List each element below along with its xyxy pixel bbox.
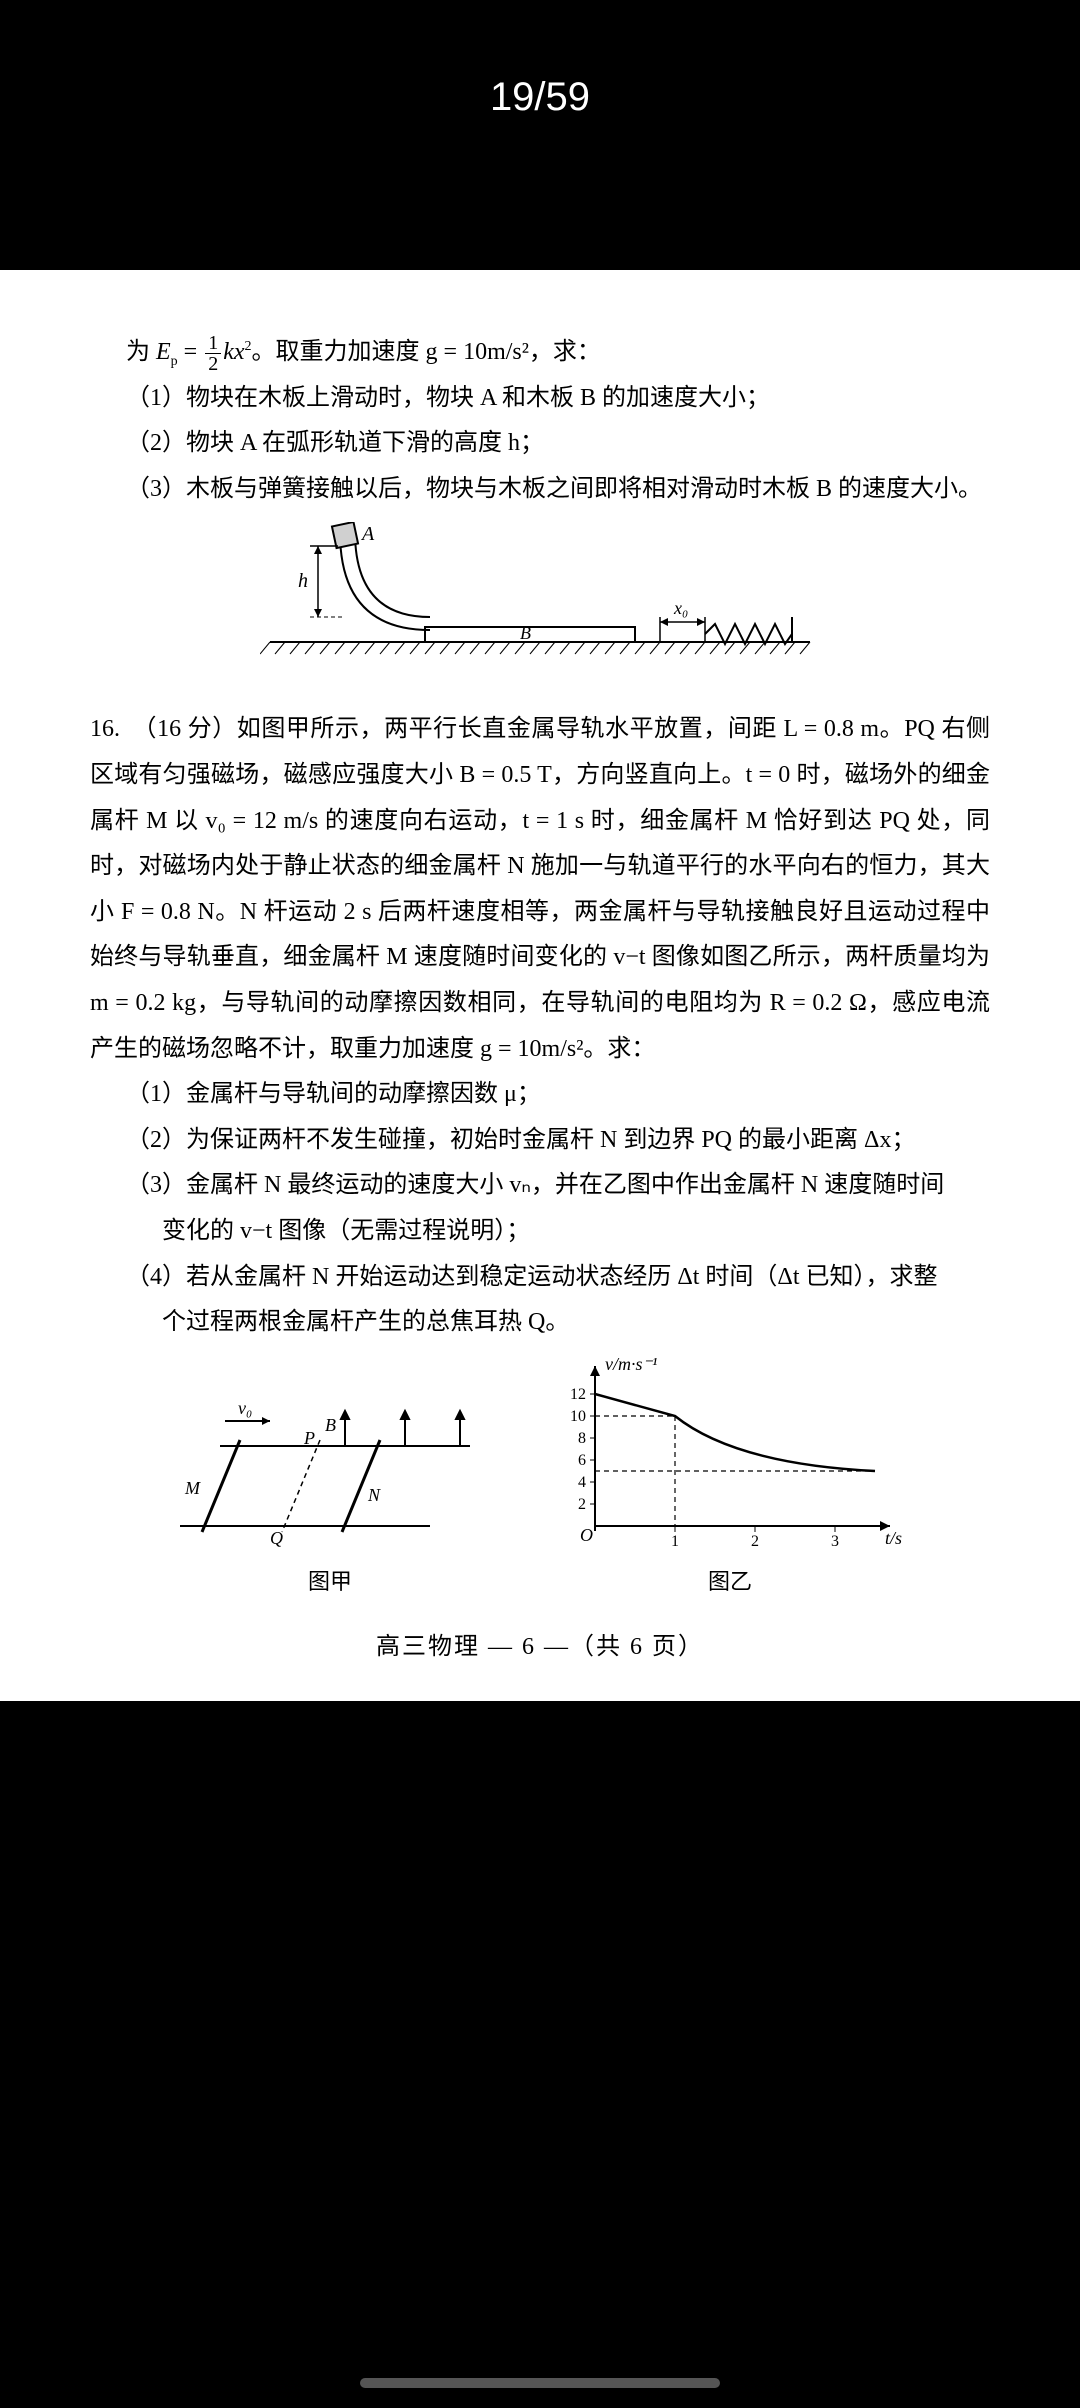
q15-tail-prefix: 为 xyxy=(126,339,156,365)
q16-left-v0: v₀ xyxy=(238,1398,252,1418)
q16-stem: 16.（16 分）如图甲所示，两平行长直金属导轨水平放置，间距 L = 0.8 … xyxy=(90,707,990,1072)
q15-tail-line: 为 Ep = 12kx2。取重力加速度 g = 10m/s²，求： xyxy=(90,330,990,376)
q16-figure-left: M v₀ P Q N B xyxy=(170,1386,490,1556)
q15-fig-label-x0: x₀ xyxy=(673,598,688,618)
q16-right-xlabel: t/s xyxy=(885,1528,902,1548)
page-footer: 高三物理 — 6 —（共 6 页） xyxy=(90,1626,990,1661)
svg-text:4: 4 xyxy=(578,1474,586,1491)
q15-kx: kx xyxy=(223,339,244,365)
svg-text:2: 2 xyxy=(578,1496,586,1513)
page-counter: 19/59 xyxy=(0,60,1080,160)
svg-text:1: 1 xyxy=(671,1533,679,1550)
q15-sup: 2 xyxy=(245,339,252,354)
q16-right-O: O xyxy=(580,1525,593,1545)
q16-left-Q: Q xyxy=(270,1528,283,1548)
q16-left-B: B xyxy=(325,1415,336,1435)
q16-p4a: （4）若从金属杆 N 开始运动达到稳定运动状态经历 Δt 时间（Δt 已知），求… xyxy=(90,1255,990,1301)
q16-left-N: N xyxy=(367,1485,381,1505)
q16-left-M: M xyxy=(184,1478,201,1498)
q16-p1: （1）金属杆与导轨间的动摩擦因数 μ； xyxy=(90,1072,990,1118)
q16-p4b: 个过程两根金属杆产生的总焦耳热 Q。 xyxy=(90,1300,990,1346)
q16-lead: （16 分）如图甲所示，两平行长直金属导轨水平放置，间距 L = 0.8 m。P… xyxy=(90,716,990,1061)
q15-fig-label-h: h xyxy=(298,570,308,592)
q16-left-P: P xyxy=(303,1428,315,1448)
q16-p3b: 变化的 v−t 图像（无需过程说明）； xyxy=(90,1209,990,1255)
q16-figures: M v₀ P Q N B 图甲 xyxy=(90,1356,990,1596)
q15-eq: = xyxy=(178,339,204,365)
q16-number: 16. xyxy=(90,707,132,753)
q15-ep-sub: p xyxy=(171,354,178,369)
q15-p2: （2）物块 A 在弧形轨道下滑的高度 h； xyxy=(90,421,990,467)
document-page: 为 Ep = 12kx2。取重力加速度 g = 10m/s²，求： （1）物块在… xyxy=(0,270,1080,1701)
svg-text:3: 3 xyxy=(831,1533,839,1550)
svg-text:10: 10 xyxy=(570,1408,586,1425)
q16-p2: （2）为保证两杆不发生碰撞，初始时金属杆 N 到边界 PQ 的最小距离 Δx； xyxy=(90,1118,990,1164)
q16-left-caption: 图甲 xyxy=(308,1564,352,1596)
q15-fig-label-B: B xyxy=(520,623,531,643)
svg-text:8: 8 xyxy=(578,1430,586,1447)
q16-p3a: （3）金属杆 N 最终运动的速度大小 vₙ，并在乙图中作出金属杆 N 速度随时间 xyxy=(90,1163,990,1209)
q15-ep-E: E xyxy=(156,339,171,365)
q16-right-ylabel: v/m·s⁻¹ xyxy=(605,1356,657,1374)
q16-figure-right: O v/m·s⁻¹ t/s 2 4 6 8 10 12 1 2 3 xyxy=(550,1356,910,1556)
q15-figure: A h B x₀ xyxy=(90,522,990,677)
svg-text:2: 2 xyxy=(751,1533,759,1550)
q16-right-caption: 图乙 xyxy=(708,1564,752,1596)
q15-frac-den: 2 xyxy=(205,354,221,374)
svg-text:6: 6 xyxy=(578,1452,586,1469)
q15-p1: （1）物块在木板上滑动时，物块 A 和木板 B 的加速度大小； xyxy=(90,376,990,422)
status-bar xyxy=(0,0,1080,60)
svg-text:12: 12 xyxy=(570,1386,586,1403)
q15-fig-label-A: A xyxy=(360,523,375,545)
home-indicator[interactable] xyxy=(360,2378,720,2388)
q15-frac: 12 xyxy=(205,333,221,374)
q15-figure-svg: A h B x₀ xyxy=(260,522,820,672)
q15-frac-num: 1 xyxy=(205,333,221,354)
q15-after: 。取重力加速度 g = 10m/s²，求： xyxy=(252,339,601,365)
q15-p3: （3）木板与弹簧接触以后，物块与木板之间即将相对滑动时木板 B 的速度大小。 xyxy=(90,467,990,513)
